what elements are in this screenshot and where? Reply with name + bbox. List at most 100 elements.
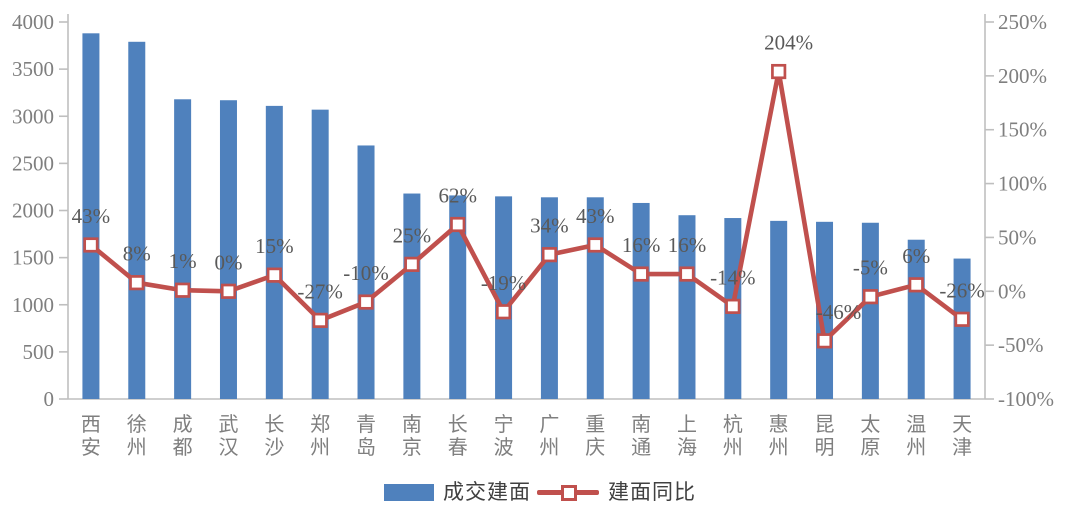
line-marker-徐州 bbox=[129, 275, 145, 291]
x-axis-label-温州: 温州 bbox=[906, 413, 926, 459]
line-marker-南通 bbox=[633, 266, 649, 282]
bar-武汉 bbox=[219, 100, 237, 399]
point-label-太原: -5% bbox=[853, 256, 888, 280]
line-marker-长春 bbox=[450, 216, 466, 233]
right-axis-tick-label: 100% bbox=[998, 172, 1047, 196]
left-axis-tick-label: 1500 bbox=[12, 246, 54, 270]
x-axis-label-长春: 长春 bbox=[448, 413, 468, 459]
bar-惠州 bbox=[770, 220, 788, 399]
x-axis-label-上海: 上海 bbox=[677, 413, 697, 459]
legend-item-line-series: 建面同比 bbox=[537, 480, 696, 504]
line-marker-重庆 bbox=[587, 237, 603, 253]
bar-郑州 bbox=[311, 109, 329, 399]
bar-太原 bbox=[861, 222, 879, 399]
bar-成都 bbox=[174, 99, 192, 399]
line-marker-上海 bbox=[679, 266, 695, 282]
x-axis-label-重庆: 重庆 bbox=[585, 413, 605, 459]
line-marker-成都 bbox=[175, 282, 191, 298]
line-marker-南京 bbox=[404, 256, 420, 272]
bar-宁波 bbox=[495, 196, 513, 399]
bar-青岛 bbox=[357, 145, 375, 399]
right-axis-tick-label: 0% bbox=[998, 279, 1026, 303]
line-marker-西安 bbox=[83, 237, 99, 253]
x-axis-label-惠州: 惠州 bbox=[769, 413, 789, 459]
line-marker-杭州 bbox=[725, 298, 741, 314]
bar-长沙 bbox=[265, 105, 283, 399]
line-marker-惠州 bbox=[771, 63, 787, 80]
x-axis-label-广州: 广州 bbox=[539, 413, 559, 459]
bar-西安 bbox=[82, 33, 100, 400]
bar-徐州 bbox=[128, 41, 146, 399]
point-label-青岛: -10% bbox=[343, 261, 389, 285]
line-series-swatch-icon bbox=[537, 484, 599, 501]
point-label-宁波: -19% bbox=[481, 271, 527, 295]
right-axis-tick-label: -100% bbox=[998, 387, 1054, 411]
point-label-上海: 16% bbox=[668, 233, 707, 257]
bar-series-label: 成交建面 bbox=[443, 480, 531, 504]
line-marker-广州 bbox=[541, 247, 558, 263]
chart-legend: 成交建面 建面同比 bbox=[0, 480, 1080, 504]
point-label-天津: -26% bbox=[939, 278, 985, 302]
line-marker-武汉 bbox=[220, 283, 237, 299]
bar-南京 bbox=[403, 193, 421, 399]
point-label-杭州: -14% bbox=[710, 265, 756, 289]
point-label-武汉: 0% bbox=[214, 250, 242, 274]
right-axis-tick-label: 150% bbox=[998, 118, 1047, 142]
x-axis-label-西安: 西安 bbox=[81, 414, 101, 459]
point-label-徐州: 8% bbox=[123, 242, 151, 266]
line-series-label: 建面同比 bbox=[608, 480, 696, 504]
point-label-南京: 25% bbox=[393, 223, 432, 247]
x-axis-label-昆明: 昆明 bbox=[815, 414, 835, 459]
x-axis-label-天津: 天津 bbox=[952, 414, 972, 459]
bar-长春 bbox=[449, 195, 467, 399]
left-axis-tick-label: 2500 bbox=[12, 151, 54, 175]
x-axis-label-徐州: 徐州 bbox=[127, 413, 147, 459]
point-label-惠州: 204% bbox=[764, 31, 813, 55]
x-axis-label-南京: 南京 bbox=[402, 413, 422, 459]
x-axis-label-郑州: 郑州 bbox=[310, 413, 330, 459]
x-axis-label-青岛: 青岛 bbox=[356, 413, 376, 459]
left-axis-tick-label: 3500 bbox=[12, 57, 54, 81]
line-marker-天津 bbox=[954, 311, 970, 327]
line-marker-宁波 bbox=[495, 304, 512, 320]
point-label-长沙: 15% bbox=[255, 234, 294, 258]
right-axis-tick-label: 50% bbox=[998, 225, 1037, 249]
bar-series-swatch-icon bbox=[384, 484, 434, 501]
point-label-西安: 43% bbox=[72, 204, 111, 228]
left-axis-tick-label: 2000 bbox=[12, 199, 54, 223]
x-axis-label-武汉: 武汉 bbox=[218, 413, 238, 459]
line-marker-郑州 bbox=[312, 312, 328, 328]
left-axis-tick-label: 1000 bbox=[12, 293, 54, 317]
point-label-郑州: -27% bbox=[297, 279, 343, 303]
bar-昆明 bbox=[816, 221, 834, 399]
line-series-path bbox=[89, 69, 964, 344]
right-axis-tick-label: 250% bbox=[998, 10, 1047, 34]
line-marker-昆明 bbox=[816, 333, 833, 349]
point-label-昆明: -46% bbox=[816, 300, 862, 324]
x-axis-label-杭州: 杭州 bbox=[723, 413, 743, 459]
point-label-成都: 1% bbox=[169, 249, 197, 273]
x-axis-label-长沙: 长沙 bbox=[264, 413, 284, 459]
left-axis-tick-label: 4000 bbox=[12, 10, 54, 34]
left-axis-tick-label: 3000 bbox=[12, 104, 54, 128]
point-label-重庆: 43% bbox=[576, 204, 615, 228]
line-marker-温州 bbox=[908, 277, 924, 293]
legend-item-bar-series: 成交建面 bbox=[384, 480, 531, 504]
left-axis-tick-label: 500 bbox=[23, 340, 55, 364]
x-axis-label-宁波: 宁波 bbox=[494, 413, 514, 459]
line-marker-太原 bbox=[862, 289, 878, 305]
x-axis-label-成都: 成都 bbox=[173, 413, 193, 459]
right-axis-tick-label: 200% bbox=[998, 64, 1047, 88]
bar-南通 bbox=[632, 202, 650, 399]
point-label-长春: 62% bbox=[438, 184, 477, 208]
bar-上海 bbox=[678, 215, 696, 399]
point-label-温州: 6% bbox=[902, 244, 930, 268]
point-label-广州: 34% bbox=[530, 214, 569, 238]
left-axis-tick-label: 0 bbox=[44, 387, 55, 411]
point-label-南通: 16% bbox=[622, 233, 661, 257]
line-marker-青岛 bbox=[358, 294, 374, 310]
line-marker-长沙 bbox=[266, 267, 282, 283]
right-axis-tick-label: -50% bbox=[998, 333, 1044, 357]
